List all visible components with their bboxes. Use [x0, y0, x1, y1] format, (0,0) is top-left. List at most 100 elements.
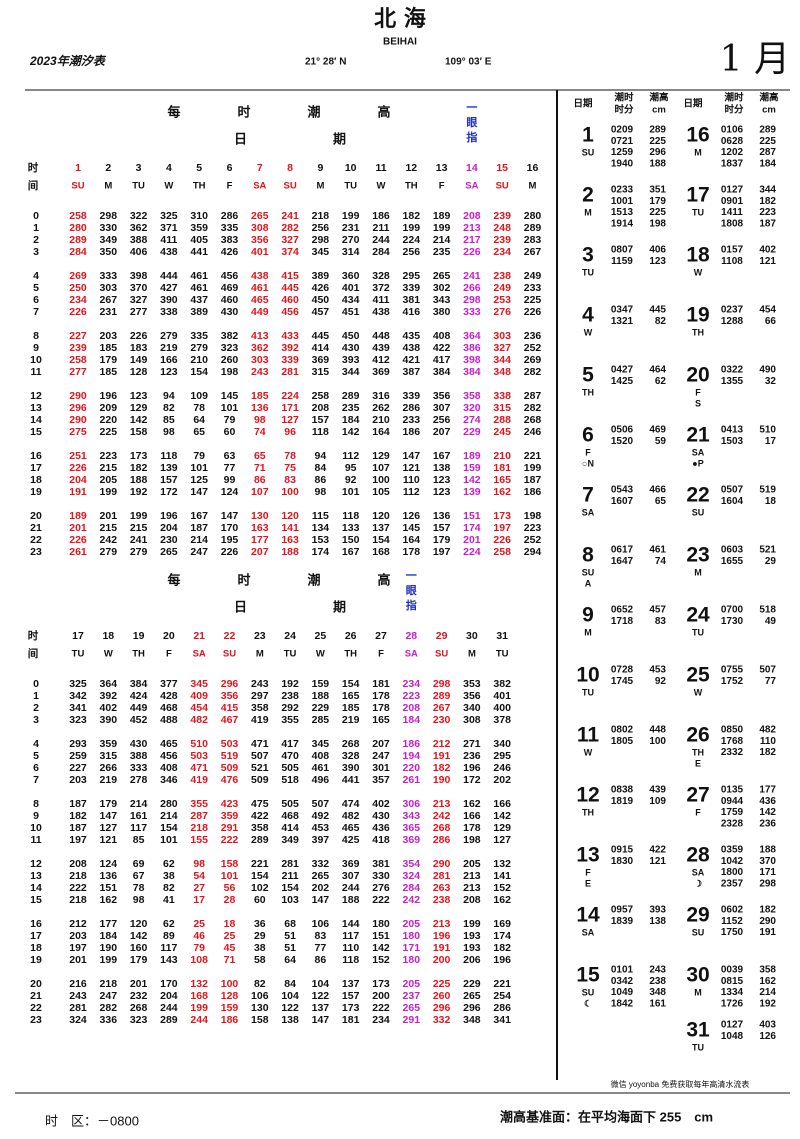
weekday: M [468, 649, 476, 660]
tide-peak: 214 [759, 987, 776, 998]
hour: 6 [33, 294, 39, 306]
tide-height: 147 [100, 810, 118, 822]
weekday: M [104, 181, 112, 192]
tide-height: 427 [160, 282, 178, 294]
tide-height: 492 [312, 810, 330, 822]
tide-height: 182 [493, 942, 511, 954]
tide-height: 191 [69, 486, 87, 498]
tide-time: 0807 [611, 245, 634, 256]
tide-height: 303 [493, 330, 511, 342]
summary-weekday: F [585, 867, 591, 877]
tide-height: 417 [281, 738, 299, 750]
tide-peak: 406 [649, 245, 666, 256]
tide-height: 17 [193, 894, 205, 906]
hour: 10 [30, 822, 42, 834]
tide-time: 1001 [611, 196, 634, 207]
tide-height: 388 [130, 234, 148, 246]
tide-time: 0507 [721, 485, 744, 496]
tide-height: 197 [69, 834, 87, 846]
tide-height: 125 [190, 474, 208, 486]
tide-height: 259 [69, 750, 87, 762]
tide-height: 398 [463, 354, 481, 366]
hour: 4 [33, 270, 39, 282]
tide-height: 186 [524, 486, 542, 498]
tide-height: 507 [312, 798, 330, 810]
tide-height: 226 [493, 534, 511, 546]
tide-time: 0728 [611, 665, 634, 676]
tide-height: 238 [493, 270, 511, 282]
summary-day: 29 [686, 904, 709, 927]
tide-height: 401 [251, 246, 269, 258]
tide-height: 224 [463, 546, 481, 558]
tide-time: 1503 [721, 436, 744, 447]
tide-height: 421 [403, 354, 421, 366]
summary-day: 15 [576, 964, 600, 987]
tide-height: 414 [312, 342, 330, 354]
tide-height: 296 [463, 1002, 481, 1014]
tide-height: 153 [312, 534, 330, 546]
tide-peak: 142 [759, 807, 776, 818]
tide-time: 0543 [611, 485, 634, 496]
summary-header: 潮高 [649, 92, 669, 104]
tide-height: 187 [69, 798, 87, 810]
hour: 21 [30, 522, 42, 534]
tide-height: 267 [100, 294, 118, 306]
day-number: 22 [224, 630, 236, 642]
book-title: 2023年潮汐表 [29, 54, 107, 68]
time-label: 间 [28, 647, 39, 660]
tide-height: 269 [524, 354, 542, 366]
tide-height: 327 [493, 342, 511, 354]
tide-height: 103 [281, 894, 299, 906]
tide-height: 74 [254, 426, 266, 438]
tide-height: 104 [281, 990, 299, 1002]
tide-peak: 184 [759, 159, 776, 170]
weekday: TU [344, 181, 357, 192]
tide-time: 1718 [611, 616, 634, 627]
day-number: 2 [105, 162, 111, 174]
tide-height: 343 [403, 810, 421, 822]
tide-height: 171 [281, 402, 299, 414]
tide-height: 98 [193, 858, 205, 870]
hour: 7 [33, 774, 39, 786]
tide-height: 384 [463, 366, 481, 378]
tide-height: 226 [69, 462, 87, 474]
day-number: 12 [405, 162, 417, 174]
day-number: 31 [496, 630, 508, 642]
weekday: SA [405, 649, 418, 660]
tide-height: 201 [130, 978, 148, 990]
tide-peak: 238 [649, 976, 666, 987]
tide-height: 95 [345, 462, 357, 474]
tide-height: 215 [100, 522, 118, 534]
tide-peak: 370 [759, 856, 776, 867]
tide-height: 383 [221, 234, 239, 246]
tide-height: 258 [493, 546, 511, 558]
tide-height: 86 [315, 954, 327, 966]
tide-height: 239 [69, 342, 87, 354]
tide-height: 364 [463, 330, 481, 342]
summary-header: 潮高 [759, 92, 779, 104]
tide-height: 191 [433, 942, 451, 954]
tide-height: 415 [221, 702, 239, 714]
tide-height: 310 [190, 210, 208, 222]
tide-height: 354 [403, 858, 421, 870]
tide-height: 253 [493, 294, 511, 306]
tide-height: 82 [163, 402, 175, 414]
tide-peak: 482 [759, 725, 776, 736]
tide-time: 1049 [611, 987, 634, 998]
tide-height: 199 [524, 462, 542, 474]
tide-peak: 393 [649, 905, 666, 916]
tide-height: 441 [190, 246, 208, 258]
tide-height: 454 [190, 702, 208, 714]
tide-height: 476 [221, 774, 239, 786]
tide-peak: 83 [655, 616, 667, 627]
tide-height: 293 [69, 738, 87, 750]
tide-height: 179 [100, 354, 118, 366]
tide-height: 226 [524, 306, 542, 318]
tide-height: 348 [463, 1014, 481, 1026]
tide-height: 301 [372, 762, 390, 774]
summary-note: S [695, 398, 701, 408]
tide-height: 178 [463, 822, 481, 834]
marker: 一眼指 [406, 570, 417, 612]
tide-peak: 402 [759, 245, 776, 256]
tide-height: 207 [372, 738, 390, 750]
